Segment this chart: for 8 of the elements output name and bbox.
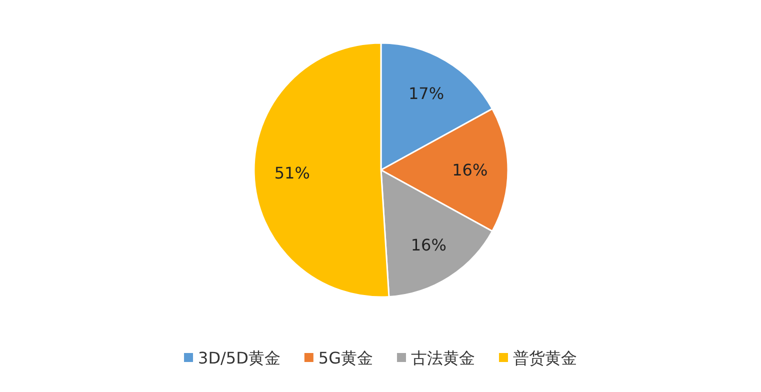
legend-label: 3D/5D黄金 <box>198 348 280 368</box>
legend-label: 普货黄金 <box>512 348 577 368</box>
data-label: 51% <box>274 163 310 182</box>
data-label: 16% <box>452 160 488 180</box>
legend-label: 5G黄金 <box>318 348 373 368</box>
legend-label: 古法黄金 <box>410 348 475 368</box>
data-label: 16% <box>410 236 446 255</box>
data-label: 17% <box>408 84 444 103</box>
